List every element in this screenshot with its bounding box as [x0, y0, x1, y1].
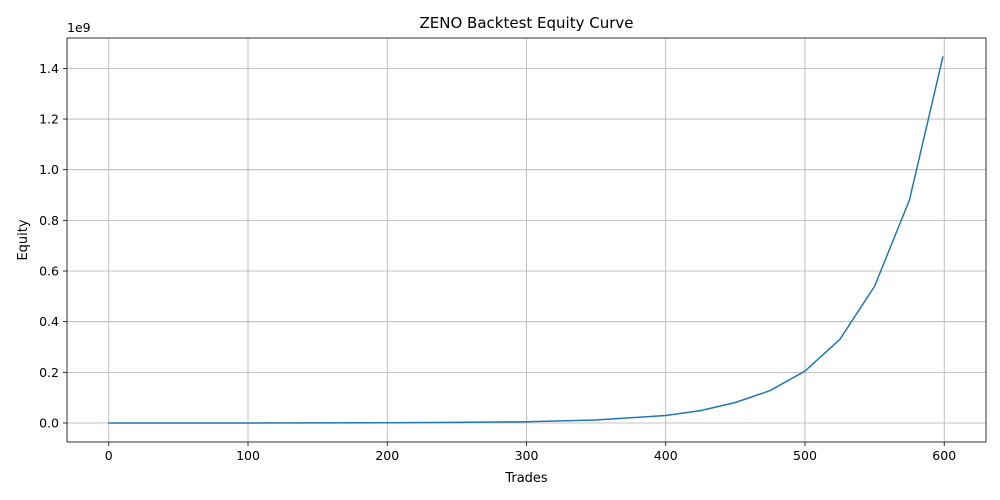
ticks: 0 100 200 300 400 500 600 0.0 0.2 0.4 0.6 0.8 1.0 1.2… — [39, 61, 956, 463]
y-tick-label: 1.2 — [39, 112, 59, 127]
grid — [67, 38, 986, 442]
y-tick-label: 0.2 — [39, 365, 59, 380]
x-tick-label: 400 — [654, 448, 678, 463]
y-tick-label: 0.8 — [39, 213, 59, 228]
y-tick-label: 1.4 — [39, 61, 59, 76]
y-axis-title: Equity — [16, 219, 31, 260]
equity-line — [108, 56, 944, 424]
y-axis-offset-label: 1e9 — [67, 20, 91, 35]
series-layer — [108, 56, 944, 424]
y-tick-label: 0.4 — [39, 314, 59, 329]
x-tick-label: 300 — [515, 448, 539, 463]
y-tick-label: 1.0 — [39, 162, 59, 177]
x-tick-label: 600 — [932, 448, 956, 463]
x-axis-title: Trades — [504, 471, 548, 486]
x-tick-label: 0 — [105, 448, 113, 463]
x-tick-label: 500 — [793, 448, 817, 463]
x-tick-label: 100 — [236, 448, 260, 463]
y-tick-label: 0.0 — [39, 416, 59, 431]
x-tick-label: 200 — [375, 448, 399, 463]
y-tick-label: 0.6 — [39, 264, 59, 279]
chart-title: ZENO Backtest Equity Curve — [420, 14, 634, 32]
